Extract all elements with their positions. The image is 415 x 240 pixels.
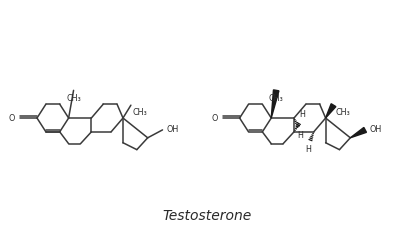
Polygon shape	[350, 127, 366, 138]
Text: O: O	[9, 114, 15, 123]
Text: CH₃: CH₃	[133, 108, 148, 117]
Text: CH₃: CH₃	[335, 108, 350, 117]
Text: CH₃: CH₃	[269, 94, 283, 103]
Polygon shape	[326, 104, 336, 118]
Polygon shape	[271, 90, 279, 118]
Text: Testosterone: Testosterone	[162, 209, 251, 223]
Text: OH: OH	[369, 125, 381, 134]
Text: H: H	[305, 145, 311, 154]
Text: OH: OH	[166, 125, 179, 134]
Text: H: H	[299, 110, 305, 119]
Text: O: O	[212, 114, 218, 123]
Text: H: H	[297, 131, 303, 140]
Text: CH₃: CH₃	[66, 94, 81, 103]
